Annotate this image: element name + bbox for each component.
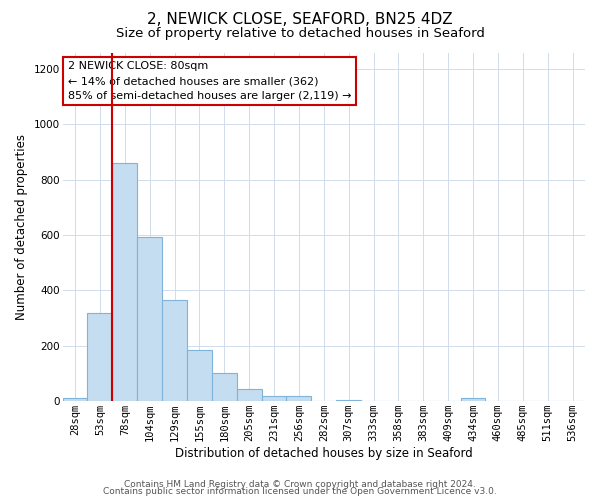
Bar [162,300,187,401]
Text: Contains HM Land Registry data © Crown copyright and database right 2024.: Contains HM Land Registry data © Crown c… [124,480,476,489]
Bar [336,400,361,401]
Text: 2, NEWICK CLOSE, SEAFORD, BN25 4DZ: 2, NEWICK CLOSE, SEAFORD, BN25 4DZ [147,12,453,28]
Bar [112,163,137,401]
X-axis label: Distribution of detached houses by size in Seaford: Distribution of detached houses by size … [175,447,473,460]
Text: Size of property relative to detached houses in Seaford: Size of property relative to detached ho… [116,28,484,40]
Text: 2 NEWICK CLOSE: 80sqm
← 14% of detached houses are smaller (362)
85% of semi-det: 2 NEWICK CLOSE: 80sqm ← 14% of detached … [68,61,352,101]
Bar [187,350,212,401]
Bar [62,398,88,401]
Y-axis label: Number of detached properties: Number of detached properties [15,134,28,320]
Bar [461,398,485,401]
Bar [212,372,237,401]
Bar [137,236,162,401]
Bar [88,312,112,401]
Bar [237,388,262,401]
Bar [262,396,286,401]
Text: Contains public sector information licensed under the Open Government Licence v3: Contains public sector information licen… [103,487,497,496]
Bar [286,396,311,401]
